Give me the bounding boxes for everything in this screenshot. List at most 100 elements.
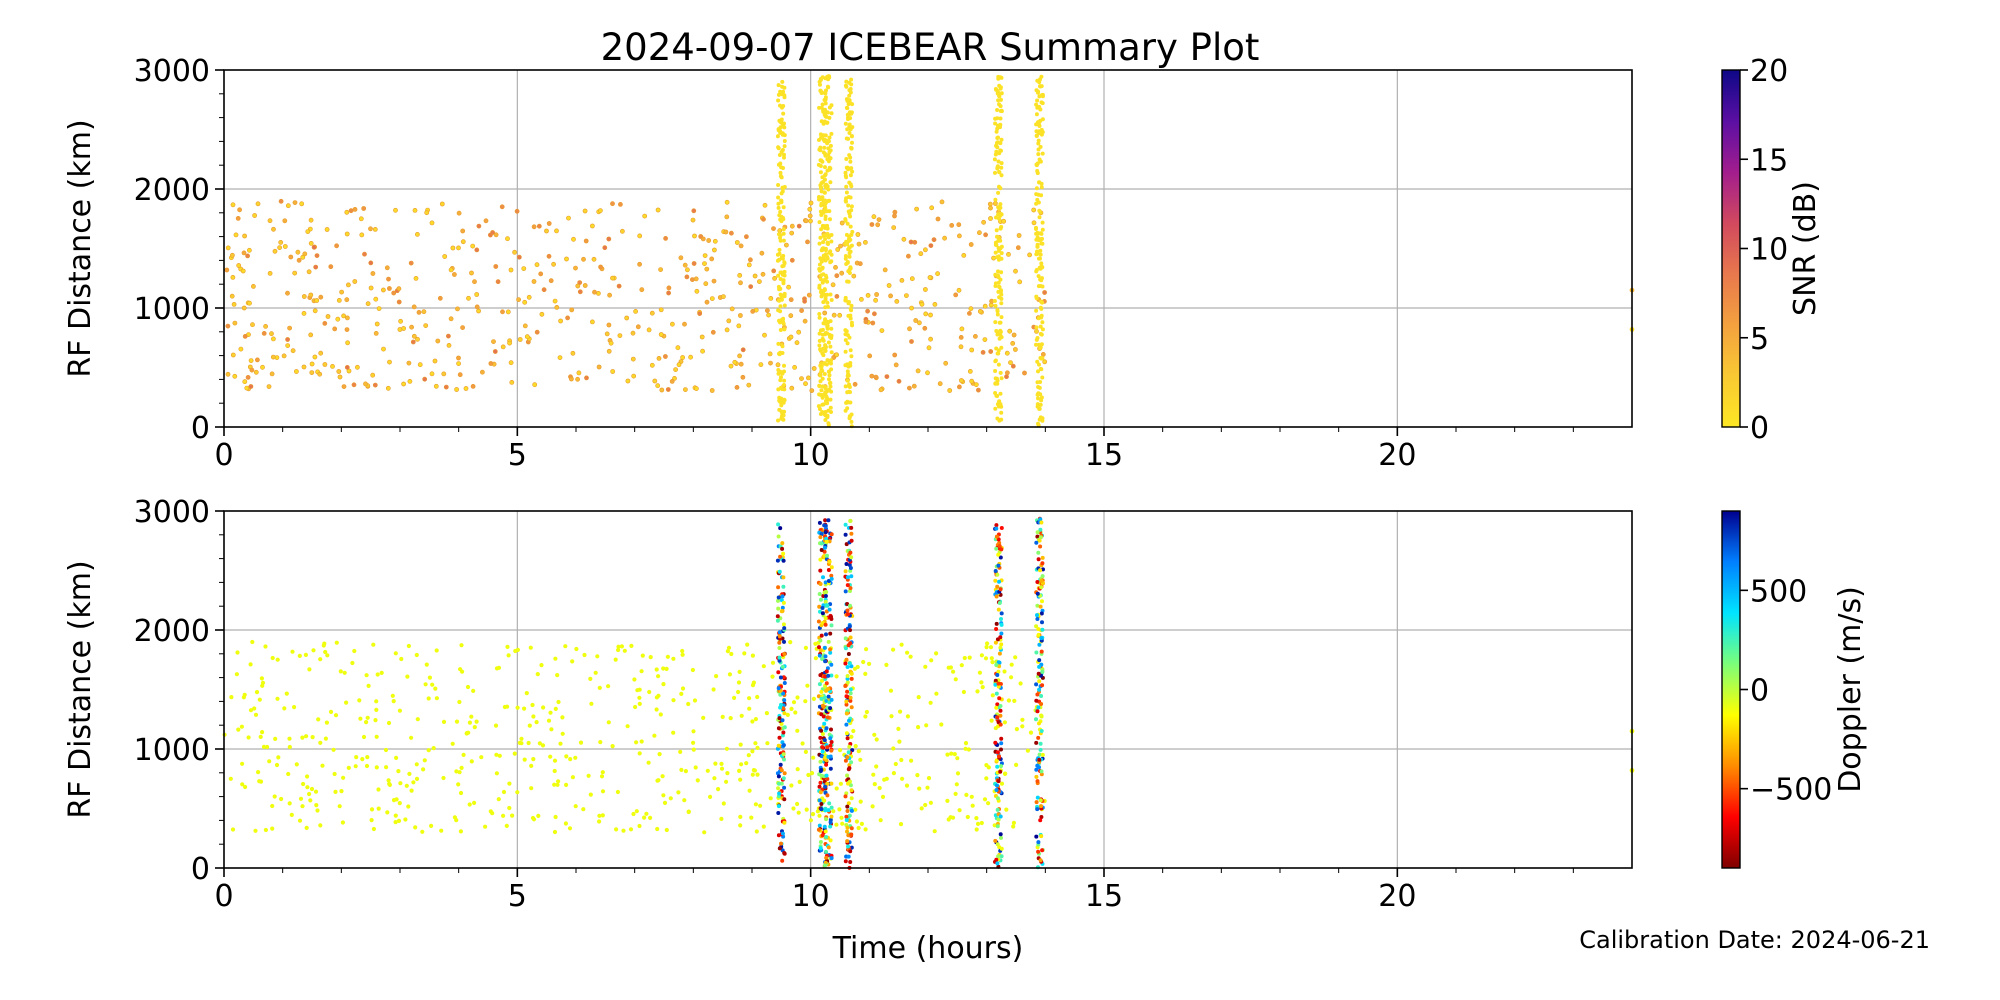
doppler-burst-point [845, 755, 850, 760]
snr-point [630, 356, 636, 362]
doppler-point [333, 713, 339, 718]
doppler-burst-point [848, 586, 853, 591]
doppler-burst-point [845, 680, 850, 685]
doppler-burst-point [1038, 517, 1043, 522]
doppler-burst-point [848, 566, 853, 570]
doppler-burst-point [999, 617, 1003, 621]
doppler-point [863, 671, 868, 677]
doppler-burst-point [823, 545, 827, 550]
doppler-point [365, 755, 370, 760]
doppler-point [750, 653, 756, 658]
doppler-point [925, 785, 930, 790]
snr-burst-point [993, 358, 998, 363]
doppler-point [431, 746, 436, 751]
doppler-burst-point [829, 748, 834, 753]
doppler-point [328, 709, 334, 715]
doppler-burst-point [845, 825, 850, 830]
doppler-point [797, 779, 802, 785]
doppler-burst-point [998, 645, 1003, 650]
snr-point [630, 330, 636, 336]
snr-point [314, 253, 320, 258]
snr-point [455, 306, 460, 312]
doppler-point [953, 791, 958, 797]
snr-burst-point [823, 298, 828, 302]
snr-burst-point [779, 296, 784, 301]
doppler-burst-point [994, 534, 999, 539]
snr-burst-point [996, 98, 1001, 103]
doppler-burst-point [995, 861, 1000, 866]
snr-burst-point [1039, 398, 1044, 403]
doppler-burst-point [1038, 535, 1043, 540]
doppler-point [808, 818, 814, 823]
doppler-point [975, 821, 981, 827]
snr-point [433, 383, 439, 389]
snr-burst-point [850, 169, 855, 174]
snr-point [750, 308, 756, 314]
snr-point [240, 268, 246, 274]
doppler-point [983, 656, 989, 661]
snr-point [272, 248, 278, 254]
snr-point [254, 357, 260, 363]
snr-point [709, 296, 715, 301]
doppler-point [750, 772, 755, 777]
doppler-point [916, 725, 921, 730]
doppler-point [386, 720, 392, 726]
doppler-point [975, 689, 980, 694]
doppler-point [259, 676, 264, 681]
doppler-point [292, 705, 297, 710]
doppler-point [263, 827, 268, 833]
doppler-point [374, 734, 379, 739]
snr-burst-point [1040, 375, 1045, 380]
snr-point [865, 308, 870, 314]
doppler-point [986, 765, 991, 770]
doppler-burst-point [1040, 848, 1045, 853]
snr-point [495, 279, 501, 285]
doppler-point [519, 741, 524, 746]
doppler-burst-point [822, 645, 827, 650]
snr-point [1042, 359, 1048, 365]
snr-burst-point [999, 315, 1004, 320]
snr-point [526, 294, 532, 300]
doppler-burst-point [817, 798, 822, 803]
snr-burst-point [1038, 237, 1042, 242]
doppler-burst-point [780, 831, 785, 836]
doppler-point [840, 821, 845, 826]
doppler-burst-point [845, 809, 850, 813]
doppler-burst-point [828, 631, 833, 636]
snr-burst-point [998, 116, 1003, 121]
snr-burst-point [776, 418, 780, 423]
doppler-point [679, 767, 684, 773]
snr-burst-point [779, 219, 784, 224]
doppler-point [414, 776, 420, 782]
snr-point [474, 247, 480, 253]
snr-burst-point [1040, 241, 1045, 246]
doppler-burst-point [994, 526, 999, 531]
snr-burst-point [828, 217, 832, 222]
doppler-point [272, 794, 277, 799]
doppler-point [898, 822, 904, 827]
snr-point [1011, 332, 1017, 338]
snr-point [242, 233, 247, 239]
doppler-burst-point [848, 603, 852, 608]
snr-burst-point [782, 125, 787, 130]
snr-burst-point [825, 320, 830, 325]
snr-burst-point [823, 343, 828, 348]
doppler-point [318, 740, 323, 745]
snr-point [591, 256, 597, 262]
doppler-point [908, 654, 913, 659]
doppler-point [712, 776, 717, 781]
snr-point [788, 334, 794, 340]
snr-point [311, 244, 317, 250]
snr-point [393, 207, 398, 213]
doppler-point [426, 748, 431, 753]
doppler-point [915, 773, 920, 778]
snr-point [775, 362, 781, 368]
doppler-burst-point [824, 849, 828, 854]
snr-point [746, 382, 752, 388]
snr-point [794, 340, 800, 346]
snr-point [706, 238, 712, 243]
snr-burst-point [817, 105, 822, 110]
doppler-point [621, 828, 626, 833]
doppler-burst-point [823, 659, 828, 664]
doppler-point [1013, 655, 1018, 660]
